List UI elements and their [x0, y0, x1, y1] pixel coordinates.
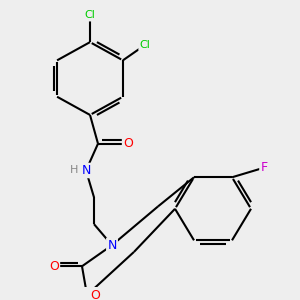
Text: Cl: Cl: [85, 10, 95, 20]
Text: F: F: [260, 161, 268, 174]
Text: N: N: [107, 239, 117, 252]
Text: O: O: [90, 289, 100, 300]
Text: O: O: [49, 260, 59, 273]
Text: H: H: [70, 166, 78, 176]
Text: O: O: [123, 137, 133, 150]
Text: N: N: [81, 164, 91, 177]
Text: Cl: Cl: [140, 40, 150, 50]
